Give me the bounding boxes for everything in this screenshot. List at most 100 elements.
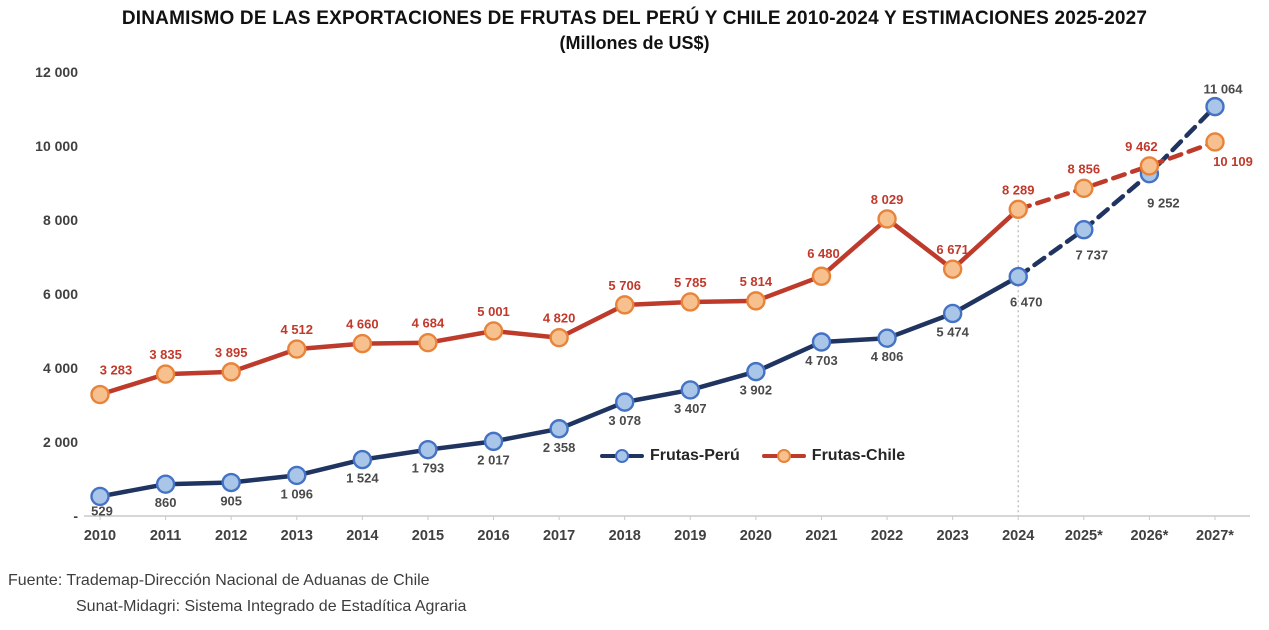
chile-data-point bbox=[746, 291, 766, 311]
x-axis-tick-label: 2015 bbox=[412, 528, 444, 544]
peru-data-point bbox=[811, 332, 832, 352]
chile-data-point bbox=[418, 332, 438, 353]
chile-data-point bbox=[1008, 199, 1028, 220]
peru-data-point bbox=[352, 449, 373, 470]
x-axis-tick-label: 2014 bbox=[346, 528, 378, 544]
peru-line-marker-icon bbox=[600, 447, 644, 465]
x-axis-tick-label: 2019 bbox=[674, 528, 706, 544]
chart-title: DINAMISMO DE LAS EXPORTACIONES DE FRUTAS… bbox=[121, 8, 1148, 29]
chile-data-point bbox=[352, 333, 373, 354]
chile-data-point bbox=[680, 292, 700, 312]
chile-data-label: 5 785 bbox=[674, 275, 707, 290]
chile-data-point bbox=[155, 364, 176, 384]
peru-data-label: 11 064 bbox=[1203, 82, 1243, 97]
chile-line-estimate bbox=[1015, 139, 1218, 212]
chile-data-point bbox=[811, 266, 832, 286]
peru-data-label: 1 096 bbox=[280, 486, 313, 501]
y-axis-tick-label: 2 000 bbox=[43, 434, 78, 450]
x-axis-tick-label: 2013 bbox=[281, 528, 313, 544]
peru-data-label: 3 407 bbox=[674, 401, 707, 416]
chile-data-point bbox=[942, 259, 963, 279]
chart-legend: Frutas-Perú Frutas-Chile bbox=[600, 447, 905, 465]
chile-data-label: 4 660 bbox=[346, 317, 379, 332]
chile-data-label: 9 462 bbox=[1125, 139, 1158, 154]
chile-data-label: 6 480 bbox=[807, 246, 840, 261]
chile-data-label: 3 283 bbox=[100, 363, 133, 378]
x-axis-tick-label: 2025* bbox=[1065, 528, 1103, 544]
x-axis-tick-label: 2023 bbox=[937, 528, 969, 544]
chile-data-point bbox=[549, 327, 569, 348]
peru-line-estimate bbox=[1015, 104, 1218, 279]
peru-data-point bbox=[1205, 96, 1225, 117]
y-axis-tick-label: 4 000 bbox=[43, 360, 78, 376]
chile-data-point bbox=[615, 295, 635, 315]
peru-data-point bbox=[549, 419, 569, 439]
peru-data-point bbox=[615, 392, 635, 412]
chile-data-point bbox=[1139, 156, 1160, 176]
chile-data-label: 5 001 bbox=[477, 304, 510, 319]
peru-data-point bbox=[90, 486, 110, 507]
chart-subtitle: (Millones de US$) bbox=[559, 33, 710, 53]
source-line-2: Sunat-Midagri: Sistema Integrado de Esta… bbox=[76, 598, 467, 615]
peru-data-label: 5 474 bbox=[936, 324, 969, 339]
peru-data-point bbox=[746, 361, 766, 382]
chile-data-point bbox=[221, 362, 241, 382]
peru-data-point bbox=[1008, 266, 1028, 287]
y-axis-tick-label: - bbox=[73, 508, 78, 524]
peru-data-label: 9 252 bbox=[1147, 196, 1180, 211]
chile-data-label: 3 835 bbox=[149, 347, 182, 362]
y-axis-tick-label: 10 000 bbox=[35, 138, 78, 154]
source-line-1: Fuente: Trademap-Dirección Nacional de A… bbox=[8, 572, 430, 589]
peru-data-point bbox=[221, 472, 241, 493]
peru-data-label: 905 bbox=[220, 494, 242, 509]
peru-data-label: 4 806 bbox=[871, 349, 904, 364]
y-axis-tick-label: 6 000 bbox=[43, 286, 78, 302]
peru-data-label: 860 bbox=[155, 495, 177, 510]
x-axis-tick-label: 2016 bbox=[477, 528, 509, 544]
peru-data-point bbox=[155, 474, 176, 494]
peru-data-label: 529 bbox=[91, 503, 113, 518]
peru-data-label: 1 793 bbox=[412, 461, 445, 476]
chile-data-label: 4 684 bbox=[412, 316, 445, 331]
legend-label-chile: Frutas-Chile bbox=[811, 447, 906, 464]
x-axis-tick-label: 2018 bbox=[609, 528, 641, 544]
x-axis-tick-label: 2010 bbox=[84, 528, 116, 544]
peru-data-point bbox=[877, 328, 897, 348]
x-axis-tick-label: 2021 bbox=[805, 528, 837, 544]
peru-data-point bbox=[418, 439, 438, 460]
chile-data-label: 5 706 bbox=[608, 278, 641, 293]
chile-data-point bbox=[90, 384, 110, 405]
y-axis-tick-label: 12 000 bbox=[35, 64, 78, 80]
x-axis-tick-label: 2024 bbox=[1002, 528, 1034, 544]
x-axis-tick-label: 2027* bbox=[1196, 528, 1234, 544]
legend-item-chile: Frutas-Chile bbox=[761, 447, 906, 465]
peru-data-label: 7 737 bbox=[1076, 248, 1109, 263]
chile-data-point bbox=[287, 339, 307, 359]
peru-data-label: 3 078 bbox=[608, 413, 641, 428]
chart-title-block: DINAMISMO DE LAS EXPORTACIONES DE FRUTAS… bbox=[0, 8, 1269, 54]
peru-data-label: 6 470 bbox=[1010, 295, 1043, 310]
chile-line-marker-icon bbox=[761, 447, 806, 465]
chile-data-point bbox=[1074, 178, 1094, 199]
x-axis-tick-label: 2012 bbox=[215, 528, 247, 544]
chile-data-label: 4 820 bbox=[543, 311, 576, 326]
peru-data-label: 1 524 bbox=[346, 471, 379, 486]
legend-label-peru: Frutas-Perú bbox=[650, 447, 740, 464]
source-note: Fuente: Trademap-Dirección Nacional de A… bbox=[8, 568, 466, 620]
peru-data-point bbox=[1074, 220, 1094, 240]
chile-data-label: 6 671 bbox=[936, 242, 969, 257]
chile-data-label: 4 512 bbox=[280, 322, 313, 337]
legend-item-peru: Frutas-Perú bbox=[600, 447, 740, 465]
peru-data-point bbox=[287, 465, 307, 486]
peru-data-point bbox=[680, 380, 700, 400]
y-axis-tick-label: 8 000 bbox=[43, 212, 78, 228]
peru-data-point bbox=[942, 303, 963, 324]
x-axis-tick-label: 2020 bbox=[740, 528, 772, 544]
peru-data-label: 4 703 bbox=[805, 353, 838, 368]
chile-data-point bbox=[1205, 132, 1225, 152]
x-axis-tick-label: 2022 bbox=[871, 528, 903, 544]
chile-data-label: 5 814 bbox=[740, 274, 773, 289]
peru-data-point bbox=[483, 431, 504, 452]
